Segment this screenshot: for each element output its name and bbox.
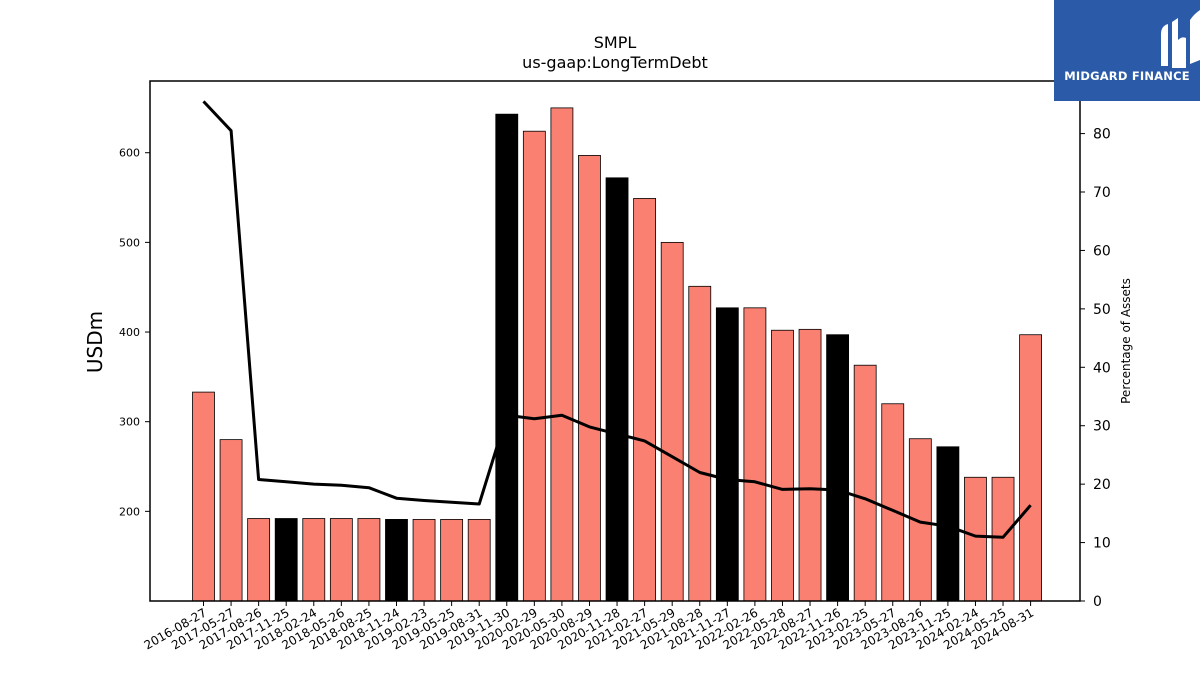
bar-2024-08-31 (1019, 334, 1042, 602)
bar-2021-02-27 (633, 198, 657, 602)
bar-2019-02-23 (412, 519, 436, 602)
y2-tick-label: 70 (1093, 185, 1111, 201)
bar-2022-05-28 (771, 329, 794, 602)
y2-tick-label: 30 (1093, 419, 1111, 435)
y2-tick-label: 60 (1093, 243, 1111, 259)
y2-ticks-group: 0 10 20 30 40 50 60 70 80 (1080, 127, 1111, 610)
x-ticks-group: 2016-08-272017-05-272017-08-262017-11-25… (142, 601, 1036, 652)
bar-2017-08-26 (247, 518, 271, 602)
percentage-line (202, 100, 1032, 539)
y-tick-label: 600 (119, 147, 140, 160)
bar-2018-08-25 (357, 518, 381, 602)
y2-axis-label: Percentage of Assets (1119, 278, 1133, 404)
bar-2018-11-24 (385, 519, 408, 602)
y2-tick-label: 50 (1093, 302, 1111, 318)
y-tick-label: 300 (119, 416, 140, 429)
bar-2021-11-27 (715, 307, 739, 602)
bar-2020-02-29 (522, 130, 546, 602)
y-ticks-group: 200 300 400 500 600 (119, 147, 150, 518)
y-tick-label: 500 (119, 236, 140, 249)
y-axis-label: USDm (83, 311, 107, 373)
bars-group (192, 107, 1042, 602)
bar-2017-11-25 (274, 518, 298, 602)
bar-2017-05-27 (219, 439, 243, 602)
bar-2023-02-25 (853, 364, 877, 602)
bar-2018-05-26 (329, 518, 353, 602)
y2-tick-label: 0 (1093, 594, 1102, 610)
bar-2021-05-29 (660, 241, 684, 602)
bar-2019-11-30 (495, 113, 519, 602)
y2-tick-label: 10 (1093, 536, 1111, 552)
y2-tick-label: 80 (1093, 127, 1111, 143)
bar-2022-11-26 (826, 334, 850, 602)
plot-frame (149, 80, 1081, 602)
chart-title: SMPL (594, 33, 637, 52)
bar-2022-08-27 (798, 328, 822, 602)
midgard-logo-icon (1161, 10, 1200, 68)
bar-2020-08-29 (578, 155, 601, 602)
logo-text: MIDGARD FINANCE (1064, 69, 1190, 83)
y2-tick-label: 40 (1093, 360, 1111, 376)
bar-2016-08-27 (192, 391, 215, 602)
logo-badge: MIDGARD FINANCE (1054, 0, 1200, 101)
bar-2023-05-27 (881, 403, 905, 602)
y2-tick-label: 20 (1093, 477, 1111, 493)
bar-2018-02-24 (302, 518, 326, 602)
y-tick-label: 200 (119, 505, 140, 518)
bar-2022-02-26 (743, 307, 767, 602)
bar-2021-08-28 (688, 285, 712, 602)
chart-subtitle: us-gaap:LongTermDebt (522, 53, 708, 72)
bar-2024-05-25 (991, 476, 1015, 602)
y-tick-label: 400 (119, 326, 140, 339)
bar-2020-11-28 (605, 177, 629, 602)
bar-2024-02-24 (964, 476, 987, 602)
bar-2019-08-31 (467, 519, 491, 602)
bar-2020-05-30 (550, 107, 574, 602)
bar-2019-05-25 (440, 519, 464, 602)
